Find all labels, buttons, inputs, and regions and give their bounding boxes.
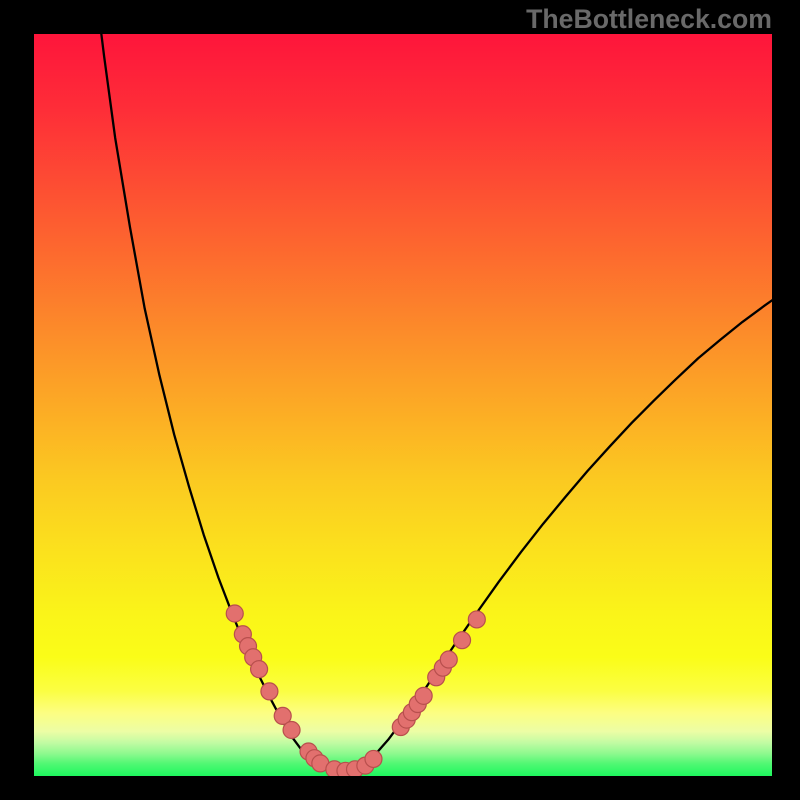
gradient-background (34, 34, 772, 776)
marker-dot (283, 722, 300, 739)
marker-dot (251, 661, 268, 678)
chart-svg (34, 34, 772, 776)
marker-dot (468, 611, 485, 628)
marker-dot (440, 651, 457, 668)
marker-dot (365, 750, 382, 767)
marker-dot (454, 632, 471, 649)
marker-dot (226, 605, 243, 622)
marker-dot (261, 683, 278, 700)
watermark-text: TheBottleneck.com (526, 4, 772, 35)
outer-frame: TheBottleneck.com (0, 0, 800, 800)
marker-dot (415, 687, 432, 704)
plot-area (34, 34, 772, 776)
